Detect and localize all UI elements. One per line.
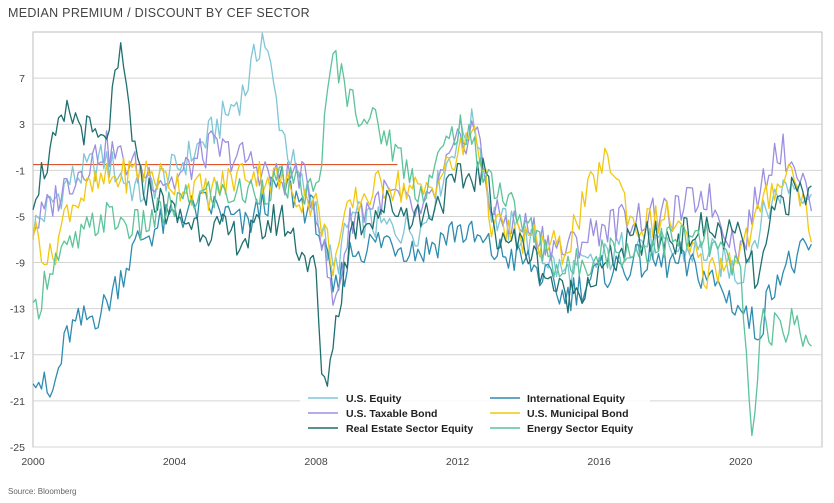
x-tick-label: 2008	[304, 456, 328, 468]
x-tick-label: 2012	[446, 456, 470, 468]
y-tick-label: -1	[16, 165, 25, 177]
series-line-1	[32, 32, 812, 290]
legend-label: International Equity	[527, 393, 625, 405]
series-line-4	[32, 125, 813, 290]
y-tick-label: -21	[10, 396, 25, 408]
y-tick-label: 3	[19, 119, 25, 131]
legend-label: U.S. Taxable Bond	[346, 408, 437, 420]
x-tick-label: 2016	[587, 456, 611, 468]
y-tick-label: -25	[10, 442, 25, 454]
source-note: Source: Bloomberg	[8, 487, 77, 496]
series-line-2	[32, 165, 812, 398]
x-tick-label: 2000	[21, 456, 45, 468]
y-tick-label: -9	[16, 258, 25, 270]
y-tick-label: -5	[16, 211, 25, 223]
y-tick-label: 7	[19, 73, 25, 85]
legend-label: Energy Sector Equity	[527, 423, 633, 435]
y-tick-label: -13	[10, 304, 25, 316]
legend-label: U.S. Municipal Bond	[527, 408, 629, 420]
legend-label: Real Estate Sector Equity	[346, 423, 473, 435]
series-line-3	[32, 120, 813, 306]
x-tick-label: 2020	[729, 456, 753, 468]
y-tick-label: -17	[10, 350, 25, 362]
chart-title: MEDIAN PREMIUM / DISCOUNT BY CEF SECTOR	[8, 6, 311, 20]
series-line-5	[32, 42, 812, 387]
x-tick-label: 2004	[163, 456, 187, 468]
legend-label: U.S. Equity	[346, 393, 402, 405]
legend-box	[300, 391, 650, 436]
series-line-6	[32, 49, 812, 437]
